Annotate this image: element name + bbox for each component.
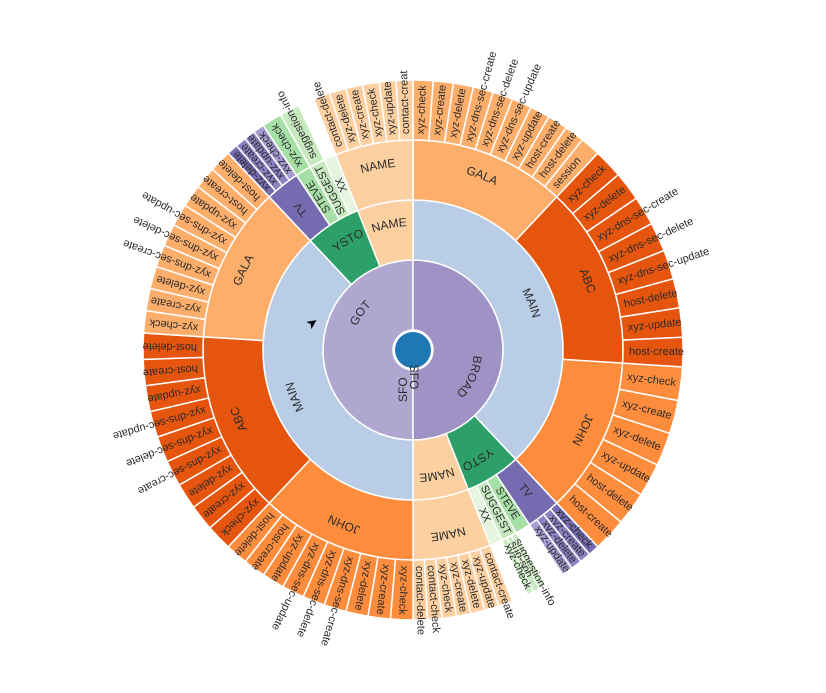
leaf-label: xyz-check <box>396 566 410 616</box>
leaf-label: xyz-check <box>415 85 429 135</box>
leaf-label: contact-delete <box>413 566 427 635</box>
center-label: SFO <box>396 377 410 402</box>
leaf-label: contact-creat <box>398 70 412 134</box>
sunburst-chart: BROADGOTSFOSFOMAINTOYSTORNAMEMAINTOYSTOR… <box>0 0 826 693</box>
leaf-label: host-delete <box>143 340 198 353</box>
leaf-label: host-create <box>629 346 684 358</box>
center-dot[interactable] <box>395 332 431 368</box>
